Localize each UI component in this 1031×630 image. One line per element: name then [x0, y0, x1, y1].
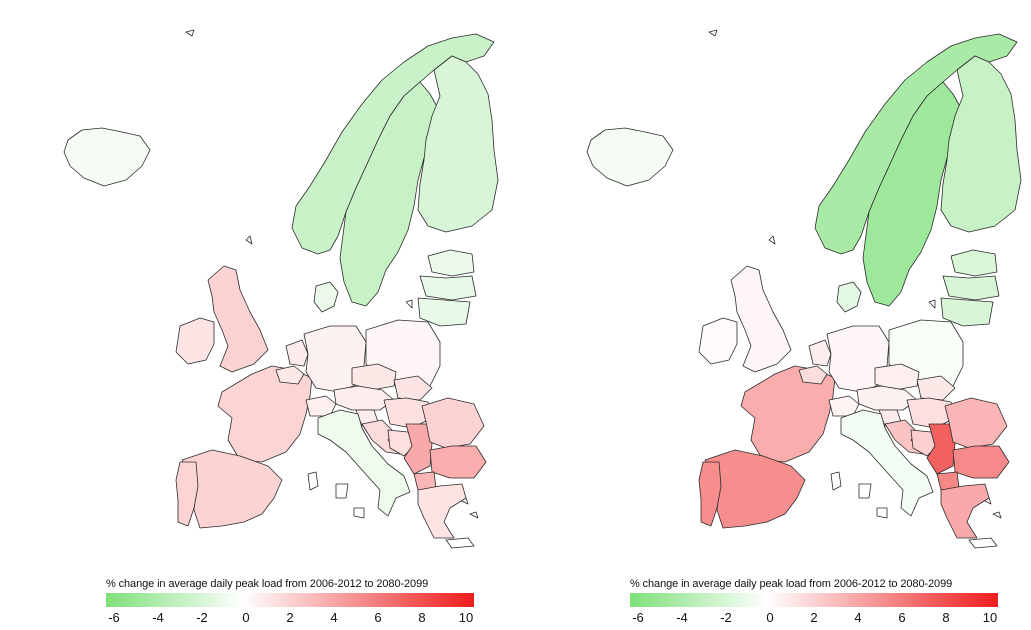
country-belgium: [798, 365, 828, 385]
legend-title: % change in average daily peak load from…: [106, 578, 429, 590]
legend-tick-label: -4: [152, 610, 164, 625]
island-shape: [445, 537, 475, 549]
island-shape: [708, 29, 718, 37]
island-shape: [858, 483, 872, 499]
country-uk: [730, 265, 792, 373]
country-france: [217, 365, 313, 463]
color-legend: % change in average daily peak load from…: [106, 578, 476, 628]
country-spain: [181, 449, 283, 529]
country-sweden: [339, 81, 441, 307]
country-belgium: [275, 365, 305, 385]
europe-map: [586, 29, 1022, 549]
map-panel-left: % change in average daily peak load from…: [0, 0, 515, 630]
country-portugal: [698, 461, 722, 527]
legend-color-bar: [630, 593, 998, 607]
island-shape: [876, 507, 888, 519]
island-shape: [768, 235, 776, 245]
country-slovakia: [393, 375, 433, 401]
country-uk: [207, 265, 269, 373]
legend-tick-label: 4: [854, 610, 862, 625]
country-estonia: [950, 249, 998, 277]
country-finland: [940, 55, 1022, 233]
island-shape: [992, 511, 1002, 519]
country-switzerland: [828, 395, 860, 417]
legend-tick-label: -2: [720, 610, 732, 625]
country-iceland: [63, 127, 151, 187]
legend-tick-label: -4: [676, 610, 688, 625]
legend-tick-label: 8: [418, 610, 426, 625]
island-shape: [469, 511, 479, 519]
country-lithuania: [417, 297, 471, 327]
island-shape: [185, 29, 195, 37]
country-bulgaria: [429, 445, 487, 479]
country-bulgaria: [952, 445, 1010, 479]
country-estonia: [427, 249, 475, 277]
island-shape: [245, 235, 253, 245]
country-iceland: [586, 127, 674, 187]
legend-tick-label: 8: [942, 610, 950, 625]
legend-tick-label: -6: [108, 610, 120, 625]
country-latvia: [419, 275, 477, 301]
country-romania: [944, 397, 1008, 449]
island-shape: [830, 471, 842, 491]
country-denmark: [836, 281, 862, 313]
legend-color-bar: [106, 593, 474, 607]
country-greece: [417, 483, 467, 539]
country-netherlands: [285, 339, 309, 367]
island-shape: [353, 507, 365, 519]
legend-tick-label: 4: [330, 610, 338, 625]
country-ireland: [175, 317, 215, 365]
legend-tick-label: -2: [196, 610, 208, 625]
legend-tick-label: 0: [766, 610, 774, 625]
legend-tick-label: 10: [458, 610, 474, 625]
country-italy: [317, 409, 411, 517]
country-portugal: [175, 461, 199, 527]
legend-tick-label: 2: [810, 610, 818, 625]
country-lithuania: [940, 297, 994, 327]
country-ireland: [698, 317, 738, 365]
country-netherlands: [808, 339, 832, 367]
country-switzerland: [305, 395, 337, 417]
country-austria: [856, 385, 918, 411]
legend-tick-label: 0: [242, 610, 250, 625]
color-legend: % change in average daily peak load from…: [630, 578, 1000, 628]
map-panel-right: % change in average daily peak load from…: [523, 0, 1031, 630]
country-italy: [840, 409, 934, 517]
country-czech: [874, 363, 920, 391]
country-latvia: [942, 275, 1000, 301]
country-finland: [417, 55, 499, 233]
country-spain: [704, 449, 806, 529]
country-romania: [421, 397, 485, 449]
legend-title: % change in average daily peak load from…: [630, 578, 953, 590]
island-shape: [307, 471, 319, 491]
legend-tick-label: 10: [982, 610, 998, 625]
legend-tick-label: 2: [286, 610, 294, 625]
europe-map: [63, 29, 499, 549]
island-shape: [928, 299, 936, 309]
island-shape: [335, 483, 349, 499]
country-greece: [940, 483, 990, 539]
legend-tick-label: 6: [374, 610, 382, 625]
country-france: [740, 365, 836, 463]
country-denmark: [313, 281, 339, 313]
legend-tick-label: 6: [898, 610, 906, 625]
country-austria: [333, 385, 395, 411]
island-shape: [968, 537, 998, 549]
legend-tick-label: -6: [632, 610, 644, 625]
island-shape: [405, 299, 413, 309]
country-sweden: [862, 81, 964, 307]
country-slovakia: [916, 375, 956, 401]
country-czech: [351, 363, 397, 391]
